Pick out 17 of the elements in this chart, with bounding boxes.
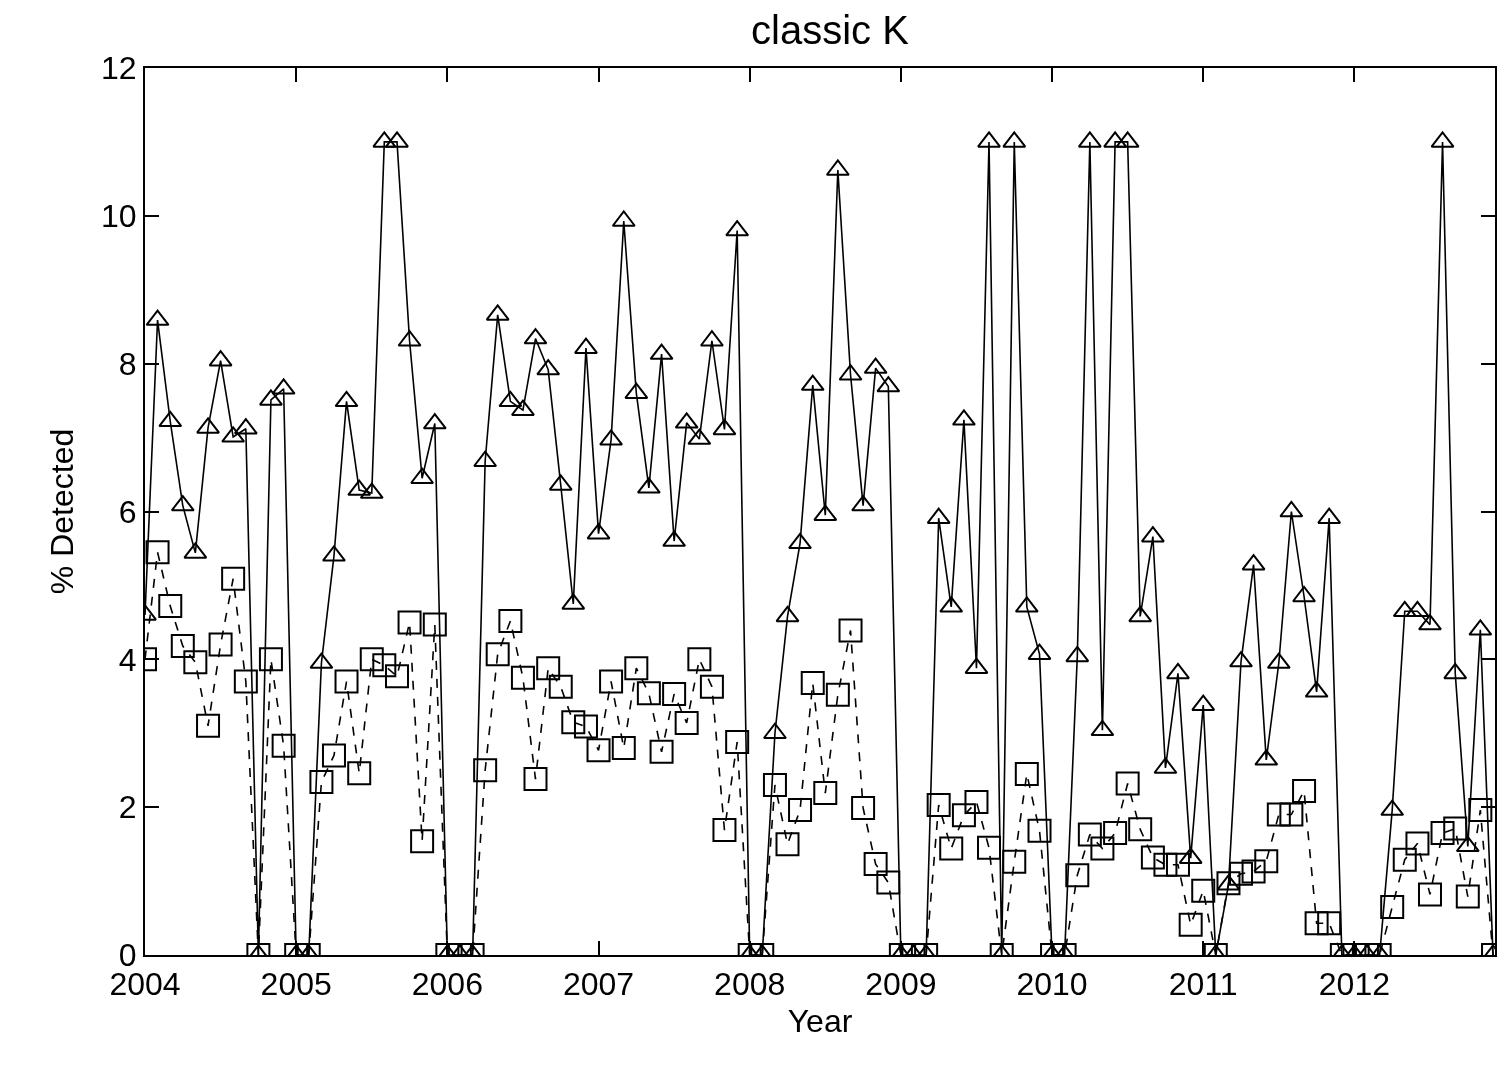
y-tick-label: 12: [101, 50, 137, 87]
y-tick-label: 2: [118, 789, 137, 826]
x-tick-label: 2010: [1016, 966, 1088, 1003]
x-tick-label: 2006: [411, 966, 483, 1003]
y-tick-label: 4: [118, 641, 137, 678]
x-tick-label: 2011: [1168, 966, 1238, 1003]
x-axis-title: Year: [787, 1002, 853, 1039]
y-tick-label: 10: [101, 198, 137, 235]
chart-title: classic K: [751, 8, 910, 53]
x-tick-label: 2012: [1318, 966, 1390, 1003]
y-axis-title: % Detected: [43, 428, 80, 595]
x-tick-label: 2005: [260, 966, 332, 1003]
y-tick-label: 6: [118, 493, 137, 530]
y-tick-label: 8: [118, 345, 137, 382]
x-tick-label: 2009: [865, 966, 937, 1003]
x-tick-label: 2007: [562, 966, 635, 1003]
x-tick-label: 2008: [714, 966, 786, 1003]
